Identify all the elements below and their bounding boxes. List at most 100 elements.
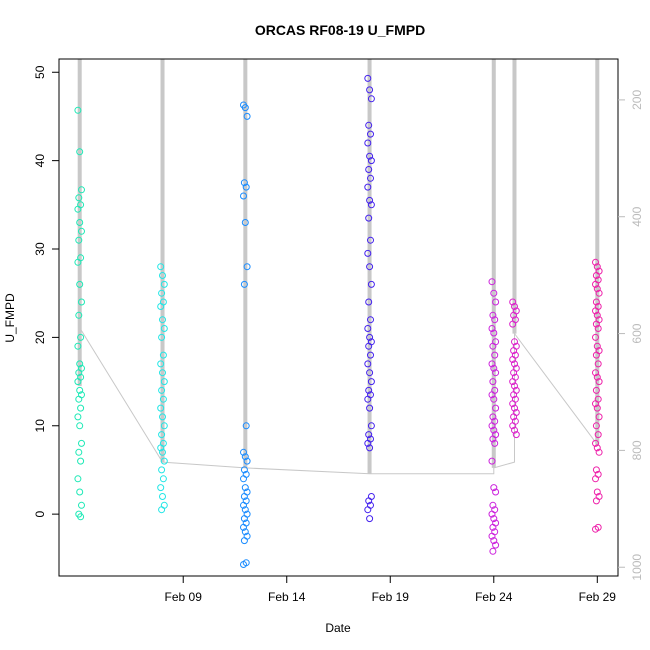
point-RF10-4 xyxy=(242,183,250,191)
point-RF09-26 xyxy=(159,493,166,500)
point-RF18-38 xyxy=(489,547,497,555)
chart-title: ORCAS RF08-19 U_FMPD xyxy=(255,22,425,38)
point-RF11-19 xyxy=(367,316,374,324)
point-RF10-23 xyxy=(240,515,248,523)
point-RF11-2 xyxy=(367,95,375,103)
point-RF09-9 xyxy=(159,351,167,359)
point-RF08-7 xyxy=(78,227,85,235)
point-RF18-6 xyxy=(490,329,498,337)
point-RF18b-6 xyxy=(511,338,518,346)
point-RF08-15 xyxy=(74,342,82,350)
point-RF10-20 xyxy=(240,501,247,509)
point-RF18-12 xyxy=(492,369,500,377)
point-RF08-32 xyxy=(78,501,85,509)
point-RF18-37 xyxy=(492,541,500,549)
point-RF11-20 xyxy=(364,325,372,332)
x-tick-label-2: Feb 19 xyxy=(372,590,410,604)
point-RF18-26 xyxy=(490,484,498,492)
point-RF09-8 xyxy=(158,333,166,341)
point-RF18b-5 xyxy=(509,320,517,328)
point-RF11-16 xyxy=(366,263,374,271)
point-RF08-6 xyxy=(76,219,84,226)
x-tick-label-3: Feb 24 xyxy=(475,590,513,604)
point-RF11-41 xyxy=(366,515,374,523)
point-RF18b-20 xyxy=(509,400,517,408)
point-RF09-11 xyxy=(159,369,166,377)
point-RF18-20 xyxy=(488,422,496,430)
point-RF11-26 xyxy=(366,369,374,377)
point-RF10-13 xyxy=(240,466,248,474)
point-RF19-13 xyxy=(592,320,600,328)
point-RF11-6 xyxy=(366,152,374,160)
point-RF18-0 xyxy=(488,278,496,286)
point-RF19-8 xyxy=(592,298,600,306)
point-RF08-3 xyxy=(75,194,83,202)
point-RF08-27 xyxy=(78,439,85,447)
point-RF11-12 xyxy=(367,201,375,209)
point-RF11-18 xyxy=(365,298,373,306)
point-RF18b-8 xyxy=(510,347,518,355)
point-RF11-8 xyxy=(365,166,373,173)
point-RF18b-16 xyxy=(511,382,518,390)
point-RF11-40 xyxy=(364,506,372,514)
point-RF08-12 xyxy=(78,298,85,306)
point-RF10-9 xyxy=(242,422,250,430)
point-RF18-31 xyxy=(490,515,498,523)
point-RF18-1 xyxy=(490,289,498,297)
point-RF08-13 xyxy=(75,311,83,319)
point-RF19-36 xyxy=(593,488,601,496)
series-RF11 xyxy=(364,74,375,523)
point-RF19-28 xyxy=(592,422,600,430)
point-RF11-5 xyxy=(364,139,372,147)
y2-tick-label-2: 600 xyxy=(630,323,644,343)
point-RF11-32 xyxy=(367,422,375,430)
point-RF10-21 xyxy=(241,506,249,514)
y-axis: 0 10 20 30 40 50 xyxy=(33,65,59,517)
x-tick-label-4: Feb 29 xyxy=(579,590,617,604)
y-axis-label: U_FMPD xyxy=(3,293,17,343)
point-RF09-2 xyxy=(160,280,168,288)
point-RF08-5 xyxy=(74,205,82,213)
point-RF10-1 xyxy=(241,104,249,112)
point-RF09-18 xyxy=(158,431,166,439)
point-RF18b-18 xyxy=(510,391,518,399)
point-RF19-35 xyxy=(592,475,599,483)
point-RF18b-27 xyxy=(512,431,520,439)
series-RF09 xyxy=(157,263,168,514)
point-RF09-0 xyxy=(157,263,165,271)
point-RF08-20 xyxy=(74,378,82,386)
point-RF19-25 xyxy=(592,400,599,408)
point-RF11-3 xyxy=(365,121,373,129)
point-RF09-28 xyxy=(158,506,166,514)
point-RF11-33 xyxy=(365,431,373,439)
point-RF18b-21 xyxy=(511,404,518,412)
point-RF18-28 xyxy=(489,501,497,509)
point-RF10-25 xyxy=(240,523,247,531)
x-tick-label-1: Feb 14 xyxy=(268,590,306,604)
point-RF11-13 xyxy=(365,214,373,222)
point-RF09-15 xyxy=(157,404,165,412)
point-RF09-23 xyxy=(158,466,166,474)
point-RF18-25 xyxy=(488,457,496,465)
point-RF09-17 xyxy=(160,422,168,430)
y-tick-label-5: 50 xyxy=(33,65,47,79)
point-RF18b-3 xyxy=(510,311,518,319)
point-RF19-7 xyxy=(595,289,603,297)
point-RF11-25 xyxy=(364,360,372,368)
y2-axis: 200 400 600 800 1000 xyxy=(618,90,644,581)
x-tick-label-0: Feb 09 xyxy=(165,590,203,604)
point-RF08-0 xyxy=(74,106,82,114)
point-RF19-32 xyxy=(595,448,603,456)
point-RF18-27 xyxy=(492,488,500,496)
point-RF18b-1 xyxy=(511,303,518,310)
point-RF19-23 xyxy=(592,386,600,394)
point-RF11-37 xyxy=(367,493,375,500)
point-RF08-23 xyxy=(75,395,83,403)
point-RF08-1 xyxy=(76,148,84,156)
point-RF11-14 xyxy=(367,236,374,244)
point-RF09-1 xyxy=(159,272,166,279)
point-RF18b-25 xyxy=(509,422,517,430)
point-RF18b-0 xyxy=(509,298,517,306)
point-RF18-33 xyxy=(489,523,497,531)
